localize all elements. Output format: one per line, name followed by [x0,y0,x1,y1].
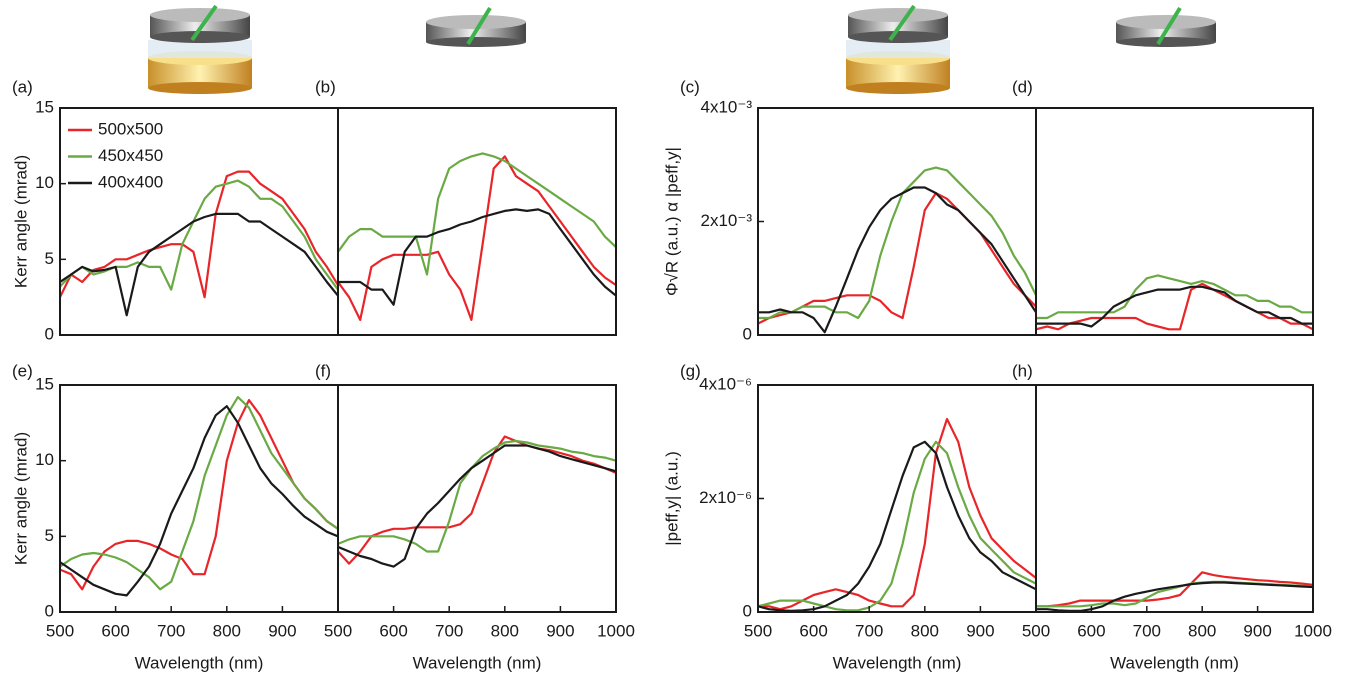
x-tick-label: 500 [1022,621,1050,640]
disk-single [426,6,526,47]
data-line [1036,282,1313,331]
x-axis-label: Wavelength (nm) [1110,653,1239,672]
data-line [338,155,616,321]
plot-frame [1035,384,1314,613]
disk-stack [846,4,950,94]
disk-stack [148,4,252,94]
data-line [758,192,1036,325]
data-line [1036,285,1313,328]
plot-frame [1035,107,1314,336]
y-tick-label: 4x10⁻³ [701,97,753,116]
y-axis-label: Kerr angle (mrad) [11,155,30,288]
data-line [338,435,616,565]
y-axis-label: Φ√R (a.u.) α |peff,y| [662,147,681,296]
plot-frame [337,384,617,613]
x-tick-label: 800 [1188,621,1216,640]
data-line [1036,274,1313,320]
y-tick-label: 5 [45,249,54,268]
x-tick-label: 500 [744,621,772,640]
data-line [60,396,338,591]
data-line [60,212,338,317]
x-axis-label: Wavelength (nm) [833,653,962,672]
x-tick-label: 500 [324,621,352,640]
y-tick-label: 0 [45,324,54,343]
y-tick-label: 10 [35,450,54,469]
x-tick-label: 900 [966,621,994,640]
y-axis-label: |peff,y| (a.u.) [662,451,681,546]
x-tick-label: 1000 [597,621,635,640]
plot-frame [337,107,617,336]
x-tick-label: 500 [46,621,74,640]
panel-label: (d) [1012,77,1033,96]
x-tick-label: 700 [855,621,883,640]
x-axis-label: Wavelength (nm) [135,653,264,672]
y-tick-label: 0 [45,601,54,620]
panel-label: (f) [315,361,331,380]
x-tick-label: 700 [157,621,185,640]
panel-label: (a) [12,77,33,96]
x-tick-label: 600 [379,621,407,640]
data-line [758,440,1036,612]
y-axis-label: Kerr angle (mrad) [11,432,30,565]
data-line [60,170,338,299]
panel-label: (c) [680,77,700,96]
y-tick-label: 5 [45,526,54,545]
y-tick-label: 2x10⁻³ [701,211,753,230]
data-line [338,444,616,568]
x-tick-label: 800 [491,621,519,640]
y-tick-label: 15 [35,374,54,393]
x-tick-label: 900 [546,621,574,640]
x-tick-label: 900 [1243,621,1271,640]
data-line [758,186,1036,334]
x-tick-label: 900 [268,621,296,640]
y-tick-label: 10 [35,173,54,192]
data-line [338,439,616,553]
y-tick-label: 0 [743,324,752,343]
illustrations [148,4,1216,94]
disk-single [1116,6,1216,47]
data-line [1036,581,1313,612]
data-line [338,152,616,276]
x-tick-label: 600 [101,621,129,640]
y-tick-label: 15 [35,97,54,116]
x-tick-label: 800 [911,621,939,640]
x-tick-label: 1000 [1294,621,1332,640]
panel-label: (g) [680,361,701,380]
y-tick-label: 0 [743,601,752,620]
y-tick-label: 4x10⁻⁶ [699,374,752,393]
x-tick-label: 800 [213,621,241,640]
data-line [60,179,338,291]
panel-label: (h) [1012,361,1033,380]
x-tick-label: 700 [435,621,463,640]
panel-label: (e) [12,361,33,380]
legend-label: 500x500 [98,119,163,138]
data-line [758,440,1036,612]
data-line [758,166,1036,320]
legend-label: 400x400 [98,172,163,191]
data-line [758,417,1036,611]
data-line [338,208,616,306]
data-line [1036,571,1313,608]
panel-label: (b) [315,77,336,96]
x-axis-label: Wavelength (nm) [413,653,542,672]
plot-frame [59,107,339,336]
plot-frame [757,384,1037,613]
y-tick-label: 2x10⁻⁶ [699,488,752,507]
x-tick-label: 600 [1077,621,1105,640]
data-line [60,405,338,597]
legend-label: 450x450 [98,146,163,165]
x-tick-label: 600 [799,621,827,640]
x-tick-label: 700 [1133,621,1161,640]
